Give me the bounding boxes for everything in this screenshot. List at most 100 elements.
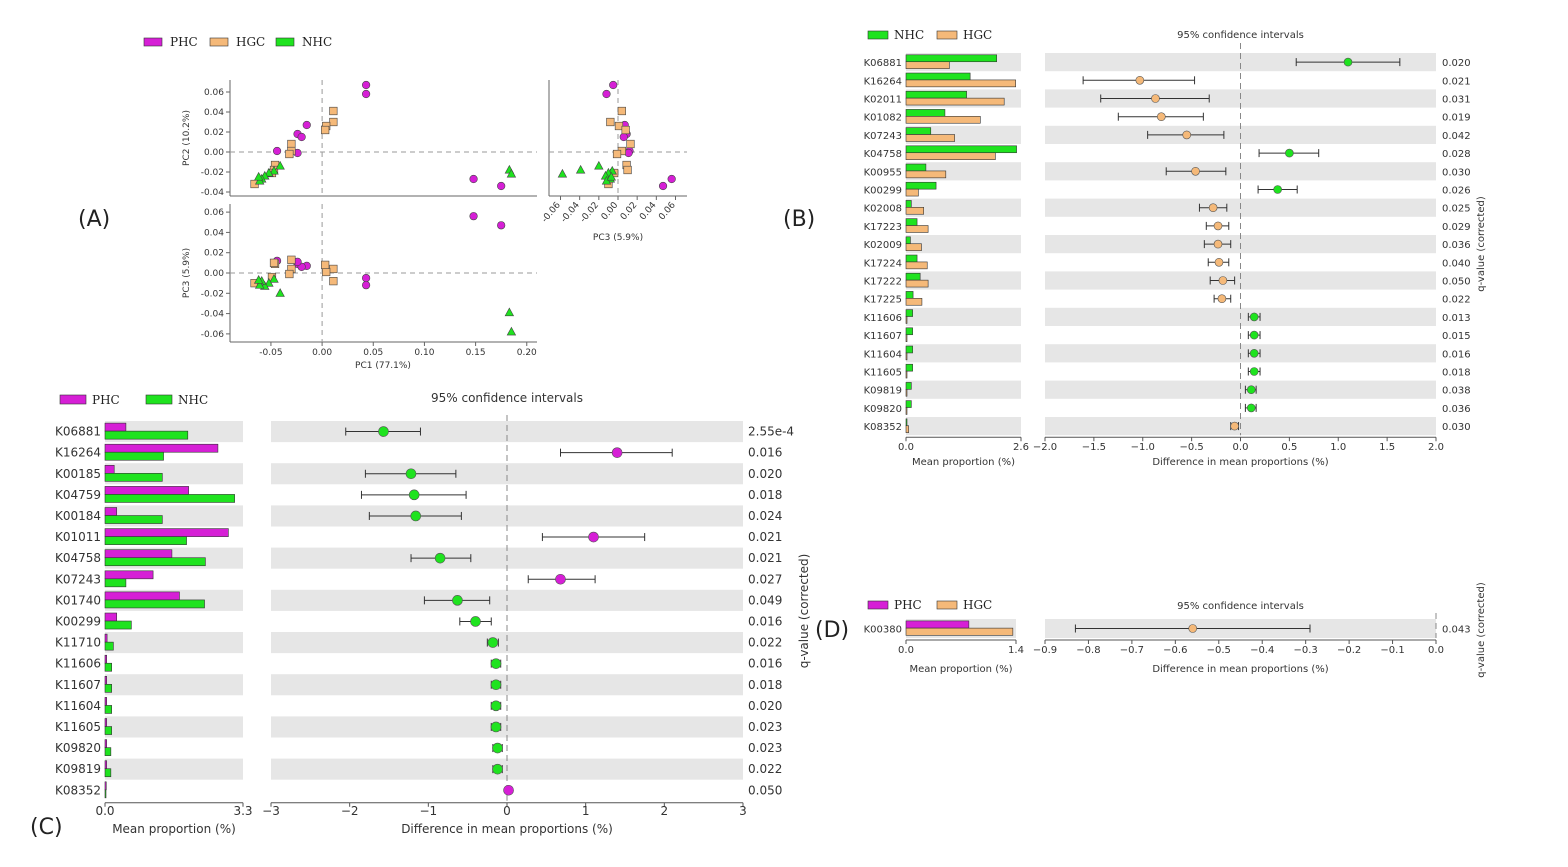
ci-point — [1217, 294, 1227, 304]
q-value: 0.018 — [748, 488, 782, 502]
point-pc1-pc2-nhc — [264, 167, 274, 177]
bar-phc — [104, 739, 107, 748]
q-value: 0.013 — [1442, 313, 1471, 324]
ci-point — [1343, 57, 1353, 67]
row-label: K08352 — [864, 422, 902, 433]
point-pc1-pc3-nhc — [275, 288, 285, 297]
row-label: K00299 — [55, 614, 101, 628]
bar-phc — [104, 676, 107, 685]
bar-nhc — [104, 705, 112, 714]
q-value: 0.016 — [748, 657, 782, 671]
tick-label-pc1: 0.20 — [517, 348, 537, 358]
bar-nhc — [104, 430, 189, 440]
row-band-bars — [906, 380, 1021, 399]
ci-point — [1249, 312, 1259, 322]
bar-nhc — [905, 236, 911, 245]
point-pc1-pc3-nhc — [264, 278, 274, 287]
legend-label-phc: PHC — [92, 393, 120, 407]
bar-nhc — [905, 218, 918, 226]
point-pc3-pc2-nhc — [606, 171, 616, 181]
legend-label-phc: PHC — [894, 598, 922, 612]
legend-label-phc: PHC — [170, 35, 198, 49]
bar-nhc — [905, 418, 908, 427]
point-pc1-pc3-phc — [469, 212, 478, 221]
point-pc1-pc2-hgc — [329, 117, 338, 127]
bar-axis-tick-label: 0.0 — [95, 804, 114, 818]
q-value: 0.020 — [748, 467, 782, 481]
point-pc1-pc3-hgc — [287, 255, 296, 264]
q-value: 0.020 — [1442, 58, 1471, 69]
bar-phc — [905, 620, 970, 629]
row-label: K07243 — [55, 572, 101, 586]
row-band-bars — [906, 198, 1021, 217]
bar-nhc — [104, 789, 107, 799]
point-pc1-pc3-nhc — [269, 273, 279, 283]
legend-swatch-nhc — [275, 37, 295, 47]
diff-axis-tick-label: 2 — [661, 804, 669, 818]
point-pc1-pc2-nhc — [269, 165, 279, 175]
bar-axis-tick-label: 1.4 — [1008, 645, 1024, 656]
ci-title: 95% confidence intervals — [431, 391, 583, 405]
q-value: 0.022 — [748, 762, 782, 776]
bar-hgc — [905, 298, 923, 306]
ci-point — [611, 447, 623, 458]
ci-point — [490, 700, 502, 712]
legend-swatch-phc — [59, 394, 87, 405]
tick-label-pc3: 0.02 — [204, 249, 224, 259]
legend-swatch-phc — [143, 37, 163, 47]
point-pc3-pc2-hgc — [623, 165, 632, 175]
ci-point — [555, 573, 566, 585]
diff-axis-tick-label: −0.5 — [1179, 442, 1203, 453]
ci-point — [492, 742, 503, 754]
diff-axis-tick-label: 3 — [739, 804, 747, 818]
bar-axis-tick-label: 0.0 — [898, 442, 914, 453]
row-label: K01011 — [55, 530, 101, 544]
row-band-bars — [906, 344, 1021, 363]
diff-axis-tick-label: 2.0 — [1428, 442, 1444, 453]
bar-hgc — [905, 225, 929, 233]
bar-axis-label: Mean proportion (%) — [912, 457, 1015, 468]
bar-phc — [104, 570, 154, 580]
ci-point — [1230, 421, 1239, 431]
bar-nhc — [905, 127, 932, 135]
diff-axis-tick-label: −0.3 — [1294, 645, 1318, 656]
ci-point — [490, 721, 502, 733]
bar-nhc — [905, 291, 914, 299]
q-value: 0.028 — [1442, 149, 1471, 160]
bar-nhc — [905, 181, 937, 190]
row-label: K11710 — [55, 636, 101, 650]
bar-hgc — [905, 334, 908, 342]
point-pc1-pc2-hgc — [321, 125, 330, 135]
point-pc3-pc2-phc — [619, 132, 628, 142]
axis-label-pc2: PC2 (10.2%) — [182, 110, 192, 166]
ci-point — [434, 552, 446, 564]
bar-nhc — [905, 309, 913, 317]
tick-label-pc3: -0.04 — [201, 310, 225, 320]
point-pc1-pc2-hgc — [287, 139, 296, 149]
panel-c-phc-vs-nhc: (C) PHC NHC 95% confidence intervals K06881 2… — [30, 391, 811, 840]
bar-hgc — [905, 279, 929, 288]
q-value: 0.021 — [748, 551, 782, 565]
diff-axis-tick-label: 0.0 — [1428, 645, 1444, 656]
row-label: K00185 — [55, 467, 101, 481]
ci-title: 95% confidence intervals — [1177, 601, 1304, 612]
point-pc3-pc2-nhc — [594, 160, 604, 170]
diff-axis-tick-label: −1 — [419, 804, 437, 818]
bar-phc — [104, 591, 180, 601]
diff-axis-tick-label: 1.0 — [1330, 442, 1346, 453]
diff-axis-tick-label: −0.7 — [1120, 645, 1144, 656]
bar-hgc — [905, 425, 909, 433]
tick-label-pc3x: -0.06 — [540, 200, 563, 224]
row-band-bars — [906, 271, 1021, 290]
row-label: K16264 — [864, 76, 902, 87]
ci-point — [1213, 239, 1223, 249]
ci-point — [1246, 403, 1256, 413]
ci-point — [1249, 330, 1259, 340]
tick-label-pc1: 0.10 — [414, 348, 434, 358]
diff-axis-tick-label: 1 — [582, 804, 590, 818]
q-value: 0.015 — [1442, 331, 1471, 342]
ci-point — [405, 468, 417, 480]
point-pc1-pc3-nhc — [254, 280, 265, 289]
bar-hgc — [905, 188, 919, 197]
